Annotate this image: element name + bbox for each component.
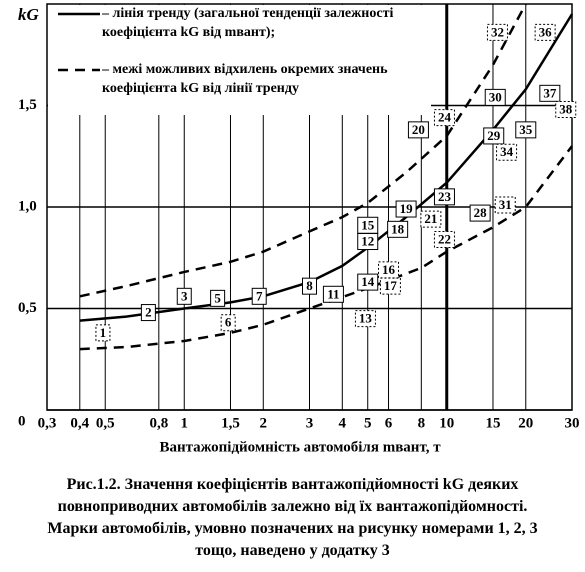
x-tick-label: 10 bbox=[439, 415, 454, 431]
point-box bbox=[469, 204, 491, 222]
point-box bbox=[433, 188, 455, 206]
point-box bbox=[357, 273, 379, 291]
x-tick-label: 4 bbox=[339, 415, 347, 431]
point-label: 36 bbox=[539, 24, 553, 39]
point-box bbox=[494, 196, 516, 214]
point-box bbox=[95, 324, 111, 342]
y-tick-label: 1,5 bbox=[18, 97, 37, 113]
point-label: 28 bbox=[474, 205, 488, 220]
point-label: 38 bbox=[559, 102, 573, 117]
caption-line: Рис.1.2. Значення коефіцієнтів вантажопі… bbox=[66, 476, 519, 493]
point-label: 29 bbox=[487, 128, 501, 143]
point-box bbox=[140, 304, 156, 322]
point-label: 19 bbox=[400, 201, 414, 216]
x-tick-label: 1,5 bbox=[221, 415, 240, 431]
point-box bbox=[395, 200, 417, 218]
series-line bbox=[79, 145, 573, 351]
legend-box bbox=[48, 5, 431, 115]
plot-frame bbox=[46, 3, 573, 411]
legend-entry: – межі можливих відхилень окремих значен… bbox=[102, 62, 388, 96]
point-box bbox=[302, 277, 317, 295]
x-tick-label: 0,5 bbox=[96, 415, 115, 431]
point-box bbox=[251, 287, 267, 305]
point-label: 18 bbox=[391, 221, 405, 236]
x-tick-label: 2 bbox=[260, 415, 268, 431]
x-axis-label: Вантажопідйомність автомобіля mвант, т bbox=[159, 439, 441, 455]
point-box bbox=[496, 143, 518, 161]
point-label: 7 bbox=[256, 288, 263, 303]
point-label: 13 bbox=[359, 311, 373, 326]
point-box bbox=[515, 121, 537, 139]
point-label: 14 bbox=[361, 274, 375, 289]
point-box bbox=[354, 310, 376, 328]
point-label: 22 bbox=[438, 231, 451, 246]
point-box bbox=[210, 289, 226, 307]
point-label: 30 bbox=[489, 89, 502, 104]
x-tick-label: 3 bbox=[306, 415, 314, 431]
point-label: 5 bbox=[214, 290, 221, 305]
y-tick-label: 0 bbox=[18, 413, 26, 429]
point-label: 15 bbox=[361, 217, 375, 232]
caption-line: Марки автомобілів, умовно позначених на … bbox=[47, 520, 538, 537]
point-box bbox=[176, 287, 192, 305]
legend-text: – межі можливих відхилень окремих значен… bbox=[102, 62, 388, 96]
point-box bbox=[433, 230, 455, 248]
x-tick-label: 1 bbox=[181, 415, 189, 431]
point-label: 32 bbox=[491, 24, 504, 39]
point-label: 12 bbox=[361, 233, 374, 248]
point-box bbox=[534, 23, 556, 41]
x-tick-label: 15 bbox=[485, 415, 500, 431]
caption-line: повноприводних автомобілів залежно від ї… bbox=[57, 498, 528, 515]
point-box bbox=[539, 84, 561, 102]
point-label: 21 bbox=[424, 211, 437, 226]
x-tick-label: 0,8 bbox=[149, 415, 168, 431]
point-label: 31 bbox=[499, 197, 512, 212]
point-box bbox=[433, 109, 455, 127]
point-label: 6 bbox=[225, 315, 232, 330]
point-box bbox=[420, 210, 442, 228]
series-line bbox=[79, 3, 527, 298]
x-tick-label: 30 bbox=[565, 415, 580, 431]
legend: – лінія тренду (загальної тенденції зале… bbox=[48, 5, 431, 115]
point-label: 17 bbox=[384, 278, 398, 293]
point-box bbox=[387, 220, 409, 238]
x-tick-label: 0,4 bbox=[70, 415, 89, 431]
legend-text: – лінія тренду (загальної тенденції зале… bbox=[102, 6, 394, 40]
point-box bbox=[484, 88, 506, 106]
x-tick-label: 8 bbox=[418, 415, 426, 431]
point-label: 34 bbox=[500, 144, 514, 159]
x-tick-label: 6 bbox=[385, 415, 393, 431]
point-label: 3 bbox=[181, 288, 188, 303]
point-label: 16 bbox=[382, 262, 396, 277]
x-tick-label: 20 bbox=[518, 415, 533, 431]
point-label: 2 bbox=[145, 305, 152, 320]
x-tick-label: 0,3 bbox=[38, 415, 57, 431]
point-box bbox=[322, 285, 344, 303]
point-label: 23 bbox=[438, 189, 452, 204]
point-label: 8 bbox=[306, 278, 313, 293]
point-label: 35 bbox=[519, 122, 533, 137]
y-tick-label: 1,0 bbox=[18, 198, 37, 214]
legend-entry: – лінія тренду (загальної тенденції зале… bbox=[102, 6, 394, 40]
caption: Рис.1.2. Значення коефіцієнтів вантажопі… bbox=[0, 474, 585, 562]
point-label: 20 bbox=[412, 122, 425, 137]
point-box bbox=[220, 314, 236, 332]
point-box bbox=[407, 121, 429, 139]
point-label: 24 bbox=[438, 110, 452, 125]
point-box bbox=[357, 216, 379, 234]
y-tick-label: 0,5 bbox=[18, 300, 37, 316]
chart: kG Вантажопідйомність автомобіля mвант, … bbox=[18, 3, 580, 455]
point-box bbox=[483, 127, 505, 145]
point-box bbox=[555, 101, 577, 119]
point-box bbox=[379, 277, 401, 295]
point-box bbox=[486, 23, 508, 41]
y-axis-label: kG bbox=[18, 5, 40, 24]
point-label: 37 bbox=[543, 85, 557, 100]
x-tick-label: 5 bbox=[364, 415, 372, 431]
caption-line: тощо, наведено у додатку 3 bbox=[195, 542, 390, 559]
point-label: 1 bbox=[100, 325, 107, 340]
point-label: 11 bbox=[327, 286, 339, 301]
